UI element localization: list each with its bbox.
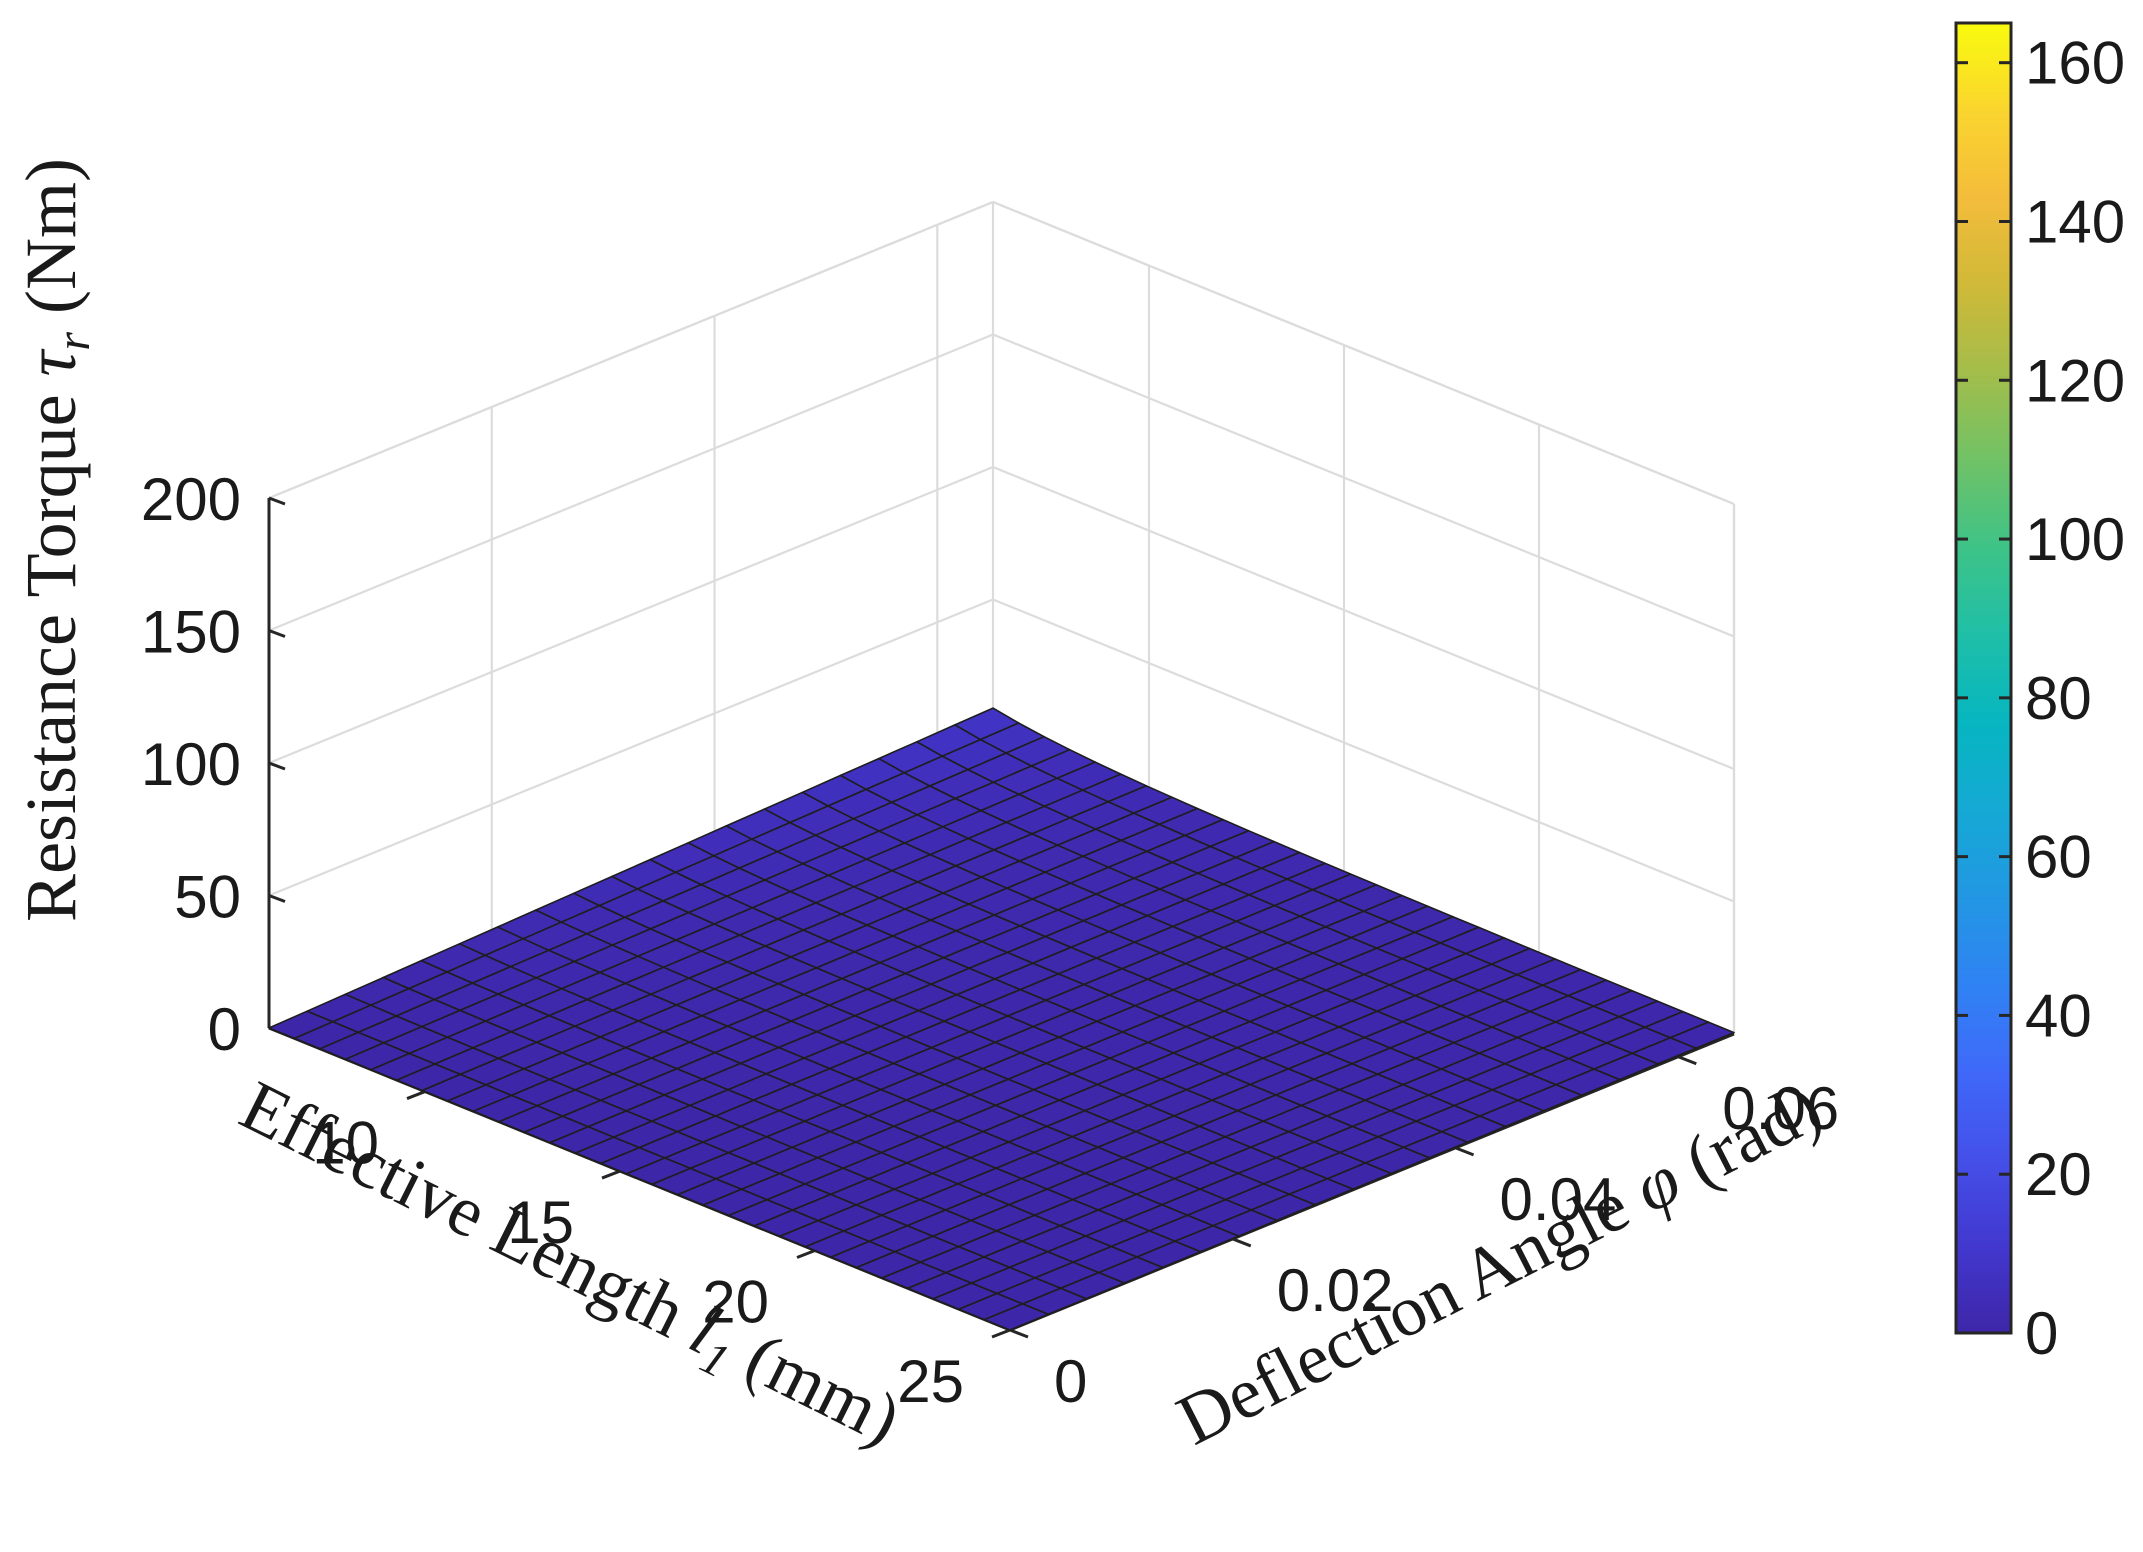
z-axis-symbol: τ: [11, 348, 91, 376]
y-tick-label: 0.06: [1722, 1075, 1839, 1142]
colorbar: 0 20 40 60 80 100 120 140 160: [1954, 21, 2125, 1367]
surface-patch: [983, 1303, 1049, 1331]
y-tick-mark: [1454, 1146, 1475, 1157]
z-tick-mark: [268, 894, 286, 903]
colorbar-tick-label: 80: [2025, 665, 2092, 732]
gridline-side-z: [268, 598, 994, 897]
colorbar-tick-label: 0: [2025, 1300, 2058, 1367]
y-tick-label: 0: [1054, 1348, 1087, 1415]
colorbar-tick-label: 100: [2025, 506, 2125, 573]
colorbar-tick-label: 140: [2025, 188, 2125, 255]
gridline-side-z: [268, 465, 994, 765]
tick-labels: 0 50 100 150 200 10 15 20 25 0 0.02 0.04 0.06: [141, 466, 1839, 1415]
z-axis-subscript: r: [47, 332, 100, 351]
z-axis-label: Resistance Torque τr (Nm): [11, 158, 100, 922]
x-tick-label: 20: [702, 1269, 769, 1336]
surface-mesh: [268, 707, 1735, 1331]
x-tick-mark: [406, 1090, 426, 1100]
z-tick-label: 100: [141, 731, 241, 798]
back-top-edge-right: [992, 200, 1735, 506]
x-tick-mark: [991, 1328, 1011, 1339]
z-tick-label: 150: [141, 599, 241, 666]
gridline-back-z: [992, 465, 1735, 771]
y-tick-mark: [1677, 1055, 1697, 1066]
x-tick-label: 15: [507, 1189, 574, 1256]
y-tick-mark: [1009, 1328, 1029, 1339]
colorbar-tick-label: 20: [2025, 1141, 2092, 1208]
x-tick-label: 25: [897, 1348, 964, 1415]
colorbar-ticks: 0 20 40 60 80 100 120 140 160: [1956, 30, 2125, 1367]
x-tick-label: 10: [312, 1110, 379, 1177]
y-tick-label: 0.02: [1277, 1257, 1394, 1324]
x-tick-mark: [796, 1249, 816, 1259]
z-tick-label: 0: [208, 996, 241, 1063]
z-tick-label: 50: [174, 864, 241, 931]
z-tick-mark: [268, 761, 286, 771]
colorbar-tick-label: 40: [2025, 982, 2092, 1049]
colorbar-tick-label: 60: [2025, 824, 2092, 891]
x-tick-mark: [601, 1169, 621, 1180]
y-tick-label: 0.04: [1500, 1166, 1617, 1233]
colorbar-scale: [1954, 21, 2013, 1335]
back-top-edge-left: [268, 200, 994, 500]
gridline-side-z: [268, 333, 994, 632]
colorbar-tick-label: 120: [2025, 347, 2125, 414]
y-tick-mark: [1232, 1237, 1252, 1248]
z-tick-mark: [268, 496, 286, 506]
colorbar-tick-label: 160: [2025, 30, 2125, 97]
z-tick-label: 200: [141, 466, 241, 533]
gridline-back-z: [992, 333, 1735, 638]
z-tick-mark: [268, 629, 286, 638]
gridline-back-z: [992, 598, 1735, 903]
